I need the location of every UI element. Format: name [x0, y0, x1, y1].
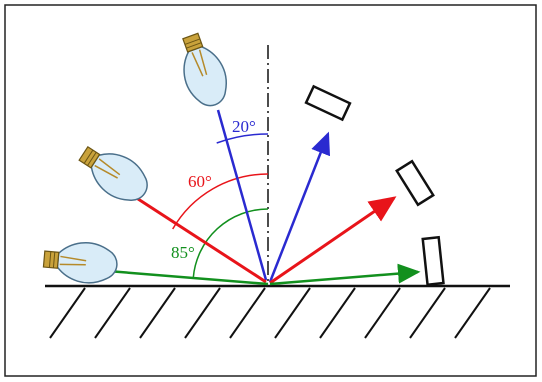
- angle-label: 85°: [171, 243, 195, 262]
- detector: [306, 86, 350, 119]
- detector: [423, 237, 444, 284]
- reflected-beam: [270, 198, 394, 283]
- reflected-beam: [270, 272, 418, 284]
- light-bulb: [73, 137, 156, 210]
- diagram: 20° 60° 85°: [0, 0, 542, 382]
- angle-label: 20°: [232, 117, 256, 136]
- frame: [5, 5, 536, 376]
- detector: [397, 161, 433, 204]
- light-bulb: [172, 29, 235, 111]
- hatching: [50, 288, 490, 338]
- light-bulb: [42, 239, 118, 285]
- angle-label: 60°: [188, 172, 212, 191]
- incident-beam: [95, 270, 268, 284]
- reflected-beam: [270, 134, 328, 282]
- angle-arc: [173, 174, 268, 229]
